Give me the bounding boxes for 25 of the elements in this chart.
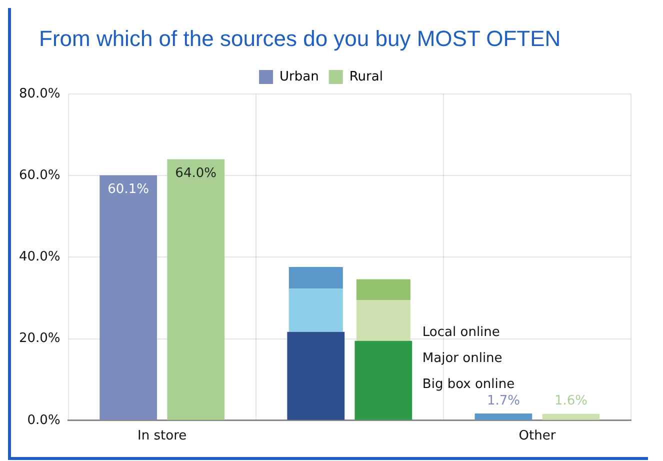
bar	[287, 332, 345, 420]
y-tick-label: 40.0%	[18, 250, 60, 265]
bar	[356, 300, 410, 341]
data-label: 60.1%	[108, 182, 149, 198]
legend-label: Rural	[349, 69, 383, 84]
legend-label: Urban	[280, 69, 319, 84]
y-tick-label: 0.0%	[27, 412, 60, 428]
y-tick-label: 20.0%	[18, 331, 60, 346]
bar	[356, 279, 410, 300]
bar	[167, 159, 225, 420]
bar	[288, 266, 343, 289]
y-tick-label: 60.0%	[18, 168, 60, 183]
x-tick-label: Other	[518, 428, 556, 444]
bar	[100, 175, 158, 420]
x-tick-label: In store	[138, 428, 187, 444]
data-label: 64.0%	[175, 166, 216, 182]
annotation: Big box online	[422, 376, 515, 392]
bar	[288, 288, 343, 332]
chart-title: From which of the sources do you buy MOST OFTEN	[38, 25, 562, 53]
annotation: Major online	[422, 350, 502, 366]
data-label: 1.7%	[486, 393, 520, 408]
bar	[354, 340, 412, 420]
annotation: Local online	[422, 324, 500, 340]
data-label: 1.6%	[554, 394, 588, 409]
y-tick-label: 80.0%	[18, 86, 60, 102]
